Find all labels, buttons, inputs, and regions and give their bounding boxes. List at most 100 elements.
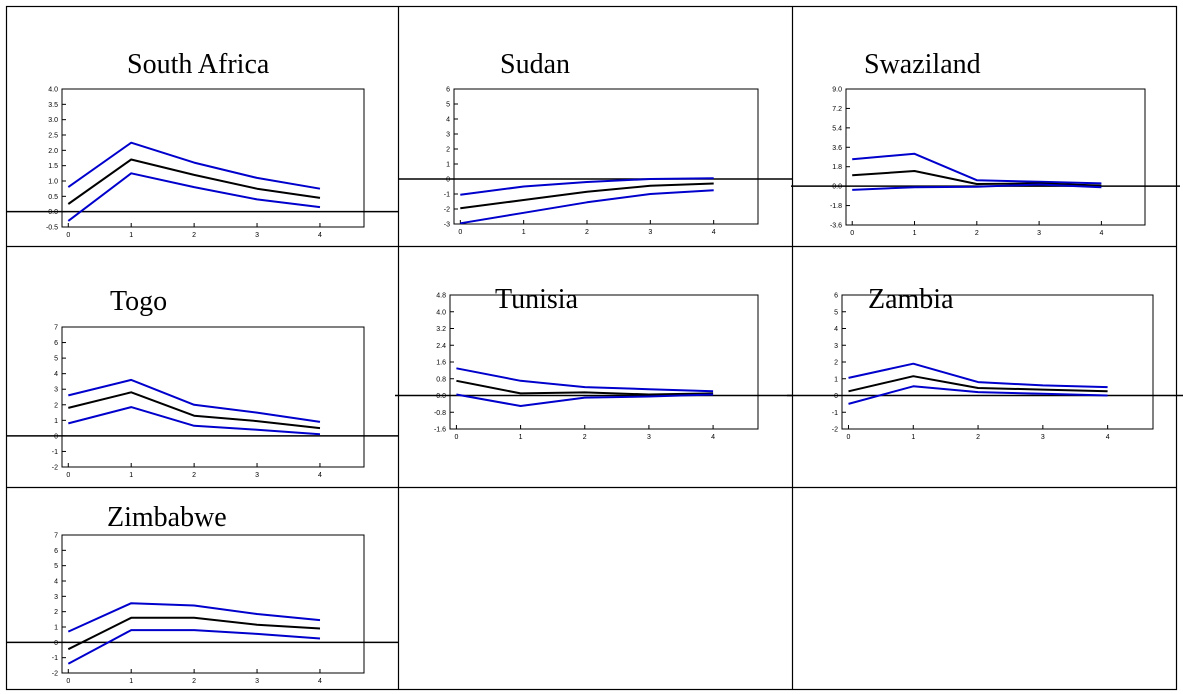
response-line <box>67 616 321 651</box>
y-tick-label: -0.5 <box>46 225 58 232</box>
x-tick-label: 1 <box>129 472 133 479</box>
y-tick-label: 0.8 <box>436 376 446 383</box>
y-tick-label: 4.8 <box>436 293 446 300</box>
y-tick-label: 0.0 <box>832 184 842 191</box>
lower-band-line <box>848 385 1108 405</box>
y-tick-label: -2 <box>832 427 838 434</box>
upper-band-line <box>67 602 321 633</box>
chart-title: Zambia <box>868 284 954 315</box>
chart-title: Swaziland <box>864 49 981 80</box>
chart-panel: Zimbabwe 7 6 5 4 3 2 1 0 -1 -2 0 1 2 3 4 <box>7 502 399 685</box>
lower-band-line <box>460 189 714 225</box>
y-tick-label: 2.0 <box>48 148 58 155</box>
y-tick-label: 3 <box>54 594 58 601</box>
x-tick-label: 3 <box>648 229 652 236</box>
x-tick-label: 3 <box>1037 230 1041 237</box>
chart-title: South Africa <box>127 49 270 80</box>
chart-title: Zimbabwe <box>107 502 227 533</box>
x-tick-label: 4 <box>318 678 322 685</box>
y-tick-label: 2.4 <box>436 343 446 350</box>
y-tick-label: 2 <box>834 360 838 367</box>
x-tick-label: 1 <box>519 434 523 441</box>
y-tick-label: 4 <box>446 117 450 124</box>
x-tick-label: 2 <box>192 232 196 239</box>
plot-frame <box>453 88 759 225</box>
x-tick-label: 3 <box>255 678 259 685</box>
x-tick-label: 3 <box>255 472 259 479</box>
y-tick-label: 5 <box>446 102 450 109</box>
y-tick-label: -1 <box>444 192 450 199</box>
upper-band-line <box>67 141 321 190</box>
y-tick-label: 5 <box>54 356 58 363</box>
response-line <box>852 170 1102 187</box>
plot-frame <box>449 294 759 430</box>
y-tick-label: 5.4 <box>832 125 842 132</box>
lower-band-line <box>68 406 321 436</box>
y-tick-label: 6 <box>54 548 58 555</box>
x-tick-label: 0 <box>66 678 70 685</box>
y-tick-label: 0 <box>54 433 58 440</box>
chart-title: Togo <box>110 286 167 317</box>
x-tick-label: 4 <box>711 434 715 441</box>
y-tick-label: 5 <box>54 563 58 570</box>
y-tick-label: 0.0 <box>48 209 58 216</box>
y-tick-label: 2 <box>446 147 450 154</box>
y-tick-label: 0 <box>446 177 450 184</box>
y-tick-label: 0.0 <box>436 393 446 400</box>
x-tick-label: 0 <box>66 232 70 239</box>
y-tick-label: 5 <box>834 309 838 316</box>
y-tick-label: 3 <box>54 387 58 394</box>
y-tick-label: 3.6 <box>832 145 842 152</box>
x-tick-label: 2 <box>192 472 196 479</box>
y-tick-label: 6 <box>834 293 838 300</box>
x-tick-label: 2 <box>583 434 587 441</box>
x-tick-label: 0 <box>454 434 458 441</box>
y-tick-label: -3.6 <box>830 223 842 230</box>
y-tick-label: 3 <box>834 343 838 350</box>
y-tick-label: 1.8 <box>832 164 842 171</box>
y-tick-label: -1 <box>832 410 838 417</box>
y-tick-label: 4 <box>54 579 58 586</box>
response-line <box>456 379 714 396</box>
response-line <box>460 182 714 210</box>
x-tick-label: 0 <box>66 472 70 479</box>
x-tick-label: 2 <box>975 230 979 237</box>
y-tick-label: 7 <box>54 533 58 540</box>
y-tick-label: 7 <box>54 325 58 332</box>
x-tick-label: 4 <box>1106 434 1110 441</box>
chart-title: Sudan <box>500 49 570 80</box>
y-tick-label: 4 <box>54 371 58 378</box>
x-tick-label: 1 <box>129 678 133 685</box>
chart-panel: Sudan 6 5 4 3 2 1 0 -1 -2 -3 0 1 2 3 4 <box>399 49 793 236</box>
y-tick-label: 1 <box>54 418 58 425</box>
y-tick-label: 0 <box>54 640 58 647</box>
y-tick-label: 4 <box>834 326 838 333</box>
y-tick-label: -1.6 <box>434 427 446 434</box>
x-tick-label: 2 <box>976 434 980 441</box>
y-tick-label: -0.8 <box>434 410 446 417</box>
y-tick-label: -3 <box>444 222 450 229</box>
x-tick-label: 1 <box>911 434 915 441</box>
plot-frame <box>61 326 365 468</box>
y-tick-label: 3.0 <box>48 117 58 124</box>
y-tick-label: 9.0 <box>832 87 842 94</box>
y-tick-label: 4.0 <box>48 87 58 94</box>
lower-band-line <box>67 172 321 222</box>
y-tick-label: 3.5 <box>48 102 58 109</box>
y-tick-label: -2 <box>444 207 450 214</box>
y-tick-label: -2 <box>52 671 58 678</box>
chart-panel: Tunisia 4.8 4.0 3.2 2.4 1.6 0.8 0.0 -0.8 -1.6 0 1 2 3… <box>395 284 793 441</box>
chart-panels: South Africa 4.0 3.5 3.0 2.5 2.0 1.5 1.0 0.5 0.0 -… <box>7 49 1183 685</box>
plot-frame <box>61 88 365 228</box>
chart-panel: Togo 7 6 5 4 3 2 1 0 -1 -2 0 1 2 3 4 <box>7 286 399 479</box>
x-tick-label: 3 <box>255 232 259 239</box>
x-tick-label: 1 <box>129 232 133 239</box>
y-tick-label: 2 <box>54 609 58 616</box>
plot-frame <box>841 294 1154 430</box>
upper-band-line <box>848 362 1108 389</box>
upper-band-line <box>852 152 1102 185</box>
y-tick-label: 1.5 <box>48 163 58 170</box>
plot-frame <box>845 88 1146 226</box>
lower-band-line <box>67 629 321 665</box>
